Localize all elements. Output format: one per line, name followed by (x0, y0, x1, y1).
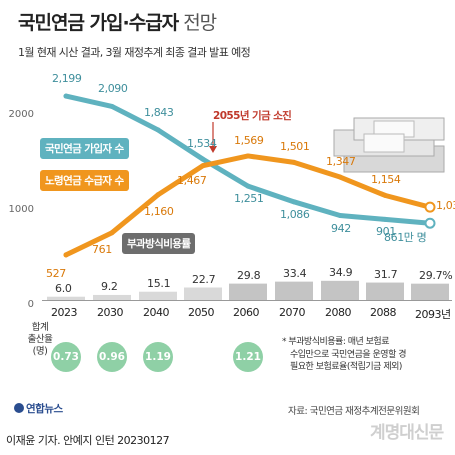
data-point (109, 230, 115, 236)
bar-value-label: 29.8 (237, 268, 261, 282)
bar (139, 291, 177, 300)
data-point (245, 153, 251, 159)
data-point (424, 201, 436, 213)
data-label: 2,199 (52, 72, 82, 86)
bar-value-label: 6.0 (55, 281, 72, 295)
x-tick-label: 2070 (279, 306, 306, 319)
x-tick-label: 2080 (325, 306, 352, 319)
data-point (155, 192, 161, 198)
data-label: 2,090 (98, 82, 128, 96)
data-label: 1,154 (371, 173, 401, 187)
bar (47, 296, 85, 300)
data-label: 527 (46, 266, 66, 280)
data-label: 1,843 (144, 105, 174, 119)
x-tick-label: 2093년 (415, 308, 451, 321)
data-label: 1,251 (234, 192, 264, 206)
exhaustion-connector (209, 122, 217, 153)
bar-value-label: 22.7 (192, 272, 216, 286)
bar-group (42, 280, 452, 301)
data-point (245, 183, 251, 189)
bar-value-label: 31.7 (374, 267, 398, 281)
footnote: * 부과방식비용률: 매년 보험료 수입만으로 국민연금을 운영할 경 필요한 … (282, 336, 407, 374)
bar (93, 294, 131, 300)
source-note: 자료: 국민연금 재정추계전문위원회 (288, 406, 420, 417)
y-tick-label: 0 (27, 299, 34, 310)
subtitle: 1월 현재 시산 결과, 3월 재정추계 최종 결과 발표 예정 (18, 46, 251, 59)
data-point (291, 199, 297, 205)
fertility-rate-circle: 0.96 (97, 342, 127, 372)
bar (275, 281, 313, 300)
x-tick-label: 2060 (233, 306, 260, 319)
credit-line: 이재윤 기자. 안예지 인턴 20230127 (6, 434, 170, 447)
data-label: 1,347 (326, 155, 356, 169)
legend-cost-ratio: 부과방식비용률 (122, 233, 196, 254)
data-point (337, 213, 343, 219)
bar (411, 283, 449, 300)
data-label: 1,030만 명 (436, 199, 455, 213)
footnote-line: 수입만으로 국민연금을 운영할 경 (290, 349, 407, 360)
bar (184, 287, 222, 300)
watermark: 계명대신문 (370, 423, 444, 443)
bar-value-label: 33.4 (283, 266, 307, 280)
x-tick-label: 2023 (51, 306, 78, 319)
fertility-label-line: 출산율 (27, 334, 53, 345)
chart (42, 93, 452, 301)
data-point (424, 217, 436, 229)
y-tick-label: 1000 (8, 204, 34, 215)
logo-icon (14, 403, 24, 413)
bar-value-label: 15.1 (147, 276, 171, 290)
data-label: 1,501 (280, 140, 310, 154)
x-tick-label: 2040 (143, 306, 170, 319)
money-bills-illustration (333, 117, 445, 173)
x-tick-label: 2050 (188, 306, 215, 319)
data-point (109, 103, 115, 109)
data-point (382, 216, 388, 222)
data-point (200, 156, 206, 162)
page-title: 국민연금 가입·수급자 전망 (18, 8, 217, 35)
bar (366, 282, 404, 300)
data-label: 1,569 (234, 133, 264, 147)
bar (321, 280, 359, 300)
bar-value-label: 34.9 (329, 265, 353, 279)
data-point (155, 127, 161, 133)
data-point (200, 163, 206, 169)
title-suffix: 전망 (178, 12, 217, 34)
bar (229, 283, 267, 300)
fertility-label-line: (명) (32, 346, 48, 357)
x-tick-label: 2030 (97, 306, 124, 319)
data-point (337, 174, 343, 180)
fertility-label-line: 합계 (31, 322, 49, 333)
data-label: 1,467 (177, 173, 207, 187)
data-label: 861만 명 (384, 231, 427, 245)
bar-value-label: 9.2 (101, 279, 118, 293)
legend-subscribers: 국민연금 가입자 수 (40, 138, 129, 159)
publisher-logo: 연합뉴스 (14, 401, 63, 416)
y-tick-label: 2000 (8, 109, 34, 120)
data-point (382, 192, 388, 198)
series-lines (63, 93, 436, 258)
data-label: 1,086 (280, 207, 310, 221)
data-point (63, 93, 69, 99)
exhaustion-annotation: 2055년 기금 소진 (213, 110, 292, 122)
logo-text: 연합뉴스 (26, 403, 63, 415)
legend-elderly-recipients: 노령연금 수급자 수 (40, 170, 129, 191)
fertility-rate-circle: 1.21 (233, 342, 263, 372)
data-label: 761 (92, 242, 112, 256)
footnote-line: * 부과방식비용률: 매년 보험료 (282, 337, 389, 347)
connector-arrow (209, 146, 217, 153)
x-tick-label: 2088 (370, 306, 397, 319)
data-label: 1,160 (144, 204, 174, 218)
data-point (291, 159, 297, 165)
data-point (63, 252, 69, 258)
data-label: 901 (376, 225, 396, 239)
title-main: 국민연금 가입·수급자 (18, 12, 179, 34)
bar-value-label: 29.7% (419, 268, 453, 282)
data-label: 942 (331, 221, 351, 235)
footnote-line: 필요한 보험료율(적립기금 제외) (290, 362, 402, 372)
fertility-rate-circle: 0.73 (51, 342, 81, 372)
data-label: 1,534 (187, 137, 217, 151)
fertility-label: 합계 출산율 (명) (20, 322, 60, 358)
fertility-rate-circle: 1.19 (143, 342, 173, 372)
